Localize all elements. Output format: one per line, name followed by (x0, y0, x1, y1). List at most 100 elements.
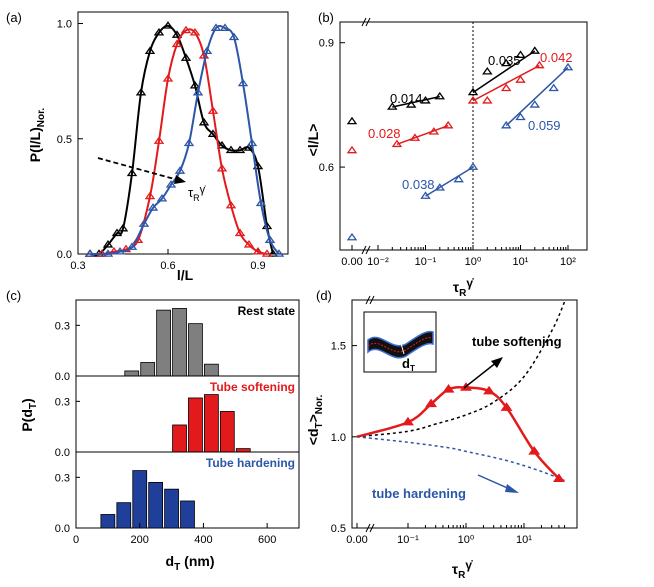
panel-a-point-black (162, 21, 174, 29)
panel-b-point-black (515, 50, 526, 58)
panel-c-bar (188, 323, 203, 377)
panel-a-point-blue (138, 219, 150, 227)
panel-b-xtick-label: 0.00 (341, 256, 362, 268)
panel-a-point-red (171, 39, 183, 48)
panel-b-point-blue (548, 83, 559, 92)
panel-b-axis-break (365, 245, 371, 255)
panel-d-axis-break (365, 523, 371, 533)
panel-d-red-point (442, 383, 455, 393)
panel-a-point-black (267, 249, 279, 257)
panel-a-point-red (144, 191, 156, 200)
panel-c-bar (140, 362, 156, 377)
panel-d-xlabel: τRγ̇ (452, 558, 473, 581)
panel-a-point-blue (165, 180, 177, 188)
panel-b-label: (b) (318, 10, 334, 25)
panel-a-point-black (111, 228, 123, 237)
panel-a-point-red (153, 136, 165, 144)
panel-d-ylabel: <dT>Nor. (305, 395, 325, 446)
panel-c-ytick-label: 0.3 (55, 320, 70, 332)
panel-d-frame (351, 299, 578, 529)
tube-softening-annotation: tube softening (472, 334, 562, 349)
panel-b-point-black (387, 102, 398, 110)
panel-a-point-black (117, 223, 129, 232)
panel-b-point-black (467, 87, 479, 96)
panel-b-ytick-label: 0.6 (319, 162, 334, 174)
panel-a-ticks: 0.3 0.6 0.9 0.0 0.5 1.0 (57, 19, 266, 272)
panel-d-axis-break (369, 295, 375, 305)
panel-b-point-blue (500, 120, 512, 129)
panel-a-point-black (216, 140, 228, 149)
panel-c-xlabel: dT (nm) (166, 553, 215, 573)
panel-a-point-blue (201, 46, 213, 54)
panel-b-xtick-label: 10⁻¹ (415, 256, 437, 268)
panel-a-point-red (216, 163, 228, 172)
panel-b-slope-label-blue: 0.038 (402, 177, 435, 192)
panel-b-point-red (467, 96, 479, 104)
panel-c-bar (204, 394, 219, 453)
panel-a-point-blue (210, 23, 222, 31)
panel-d-hardening-curve (356, 436, 565, 482)
panel-c: (c) 0.0 0.3 Rest state 0.0 0.3 Tube softening… (6, 288, 300, 573)
panel-c-bar (235, 448, 251, 453)
panel-a-point-red (180, 25, 192, 34)
panel-b-point-blue (529, 100, 541, 108)
panel-d: (d) 0.00 10⁻¹ 10⁰ 10¹ 0.5 1.0 1.5 dT tube soft… (305, 288, 578, 581)
panel-c-bar (116, 502, 132, 529)
panel-a-point-red (207, 106, 219, 114)
panel-a-point-blue (114, 246, 126, 255)
panel-a-ytick-label: 0.5 (57, 134, 72, 146)
panel-c-bar (148, 481, 164, 529)
panel-c-bar (156, 309, 171, 377)
panel-a-ytick-label: 1.0 (57, 19, 72, 31)
panel-a-point-blue (237, 78, 249, 87)
panel-d-xtick-label: 0.00 (346, 534, 367, 546)
panel-b-point-red (515, 75, 526, 83)
panel-c-ylabel: P(dT) (19, 398, 39, 431)
panel-b-point-red (409, 133, 421, 141)
panel-c-ytick-label: 0.3 (55, 396, 70, 408)
panel-a-point-red (225, 200, 237, 209)
panel-c-bar (132, 470, 148, 529)
panel-c-xtick-label: 600 (258, 534, 276, 546)
panel-b-slope-label-blue: 0.059 (528, 118, 561, 133)
panel-b-point-black (434, 91, 446, 100)
panel-b-series: 0.014 0.035 0.028 0.042 0.038 0.059 (346, 46, 574, 241)
panel-c-bar (172, 308, 187, 377)
panel-a-point-black (171, 30, 183, 38)
panel-b-ytick-label: 0.9 (319, 38, 334, 50)
panel-b-point-red (442, 120, 454, 129)
panel-b-zero-point-blue (346, 232, 358, 241)
panel-d-series (356, 301, 566, 482)
inset-tube (367, 330, 434, 359)
panel-c-subplot-title: Tube softening (210, 380, 295, 394)
panel-a-ylabel: P(l/L)Nor. (27, 108, 47, 163)
panel-b-point-red (482, 96, 493, 104)
panel-a-point-black (189, 81, 201, 89)
panel-b-point-blue (515, 112, 526, 121)
panel-d-ytick-label: 1.0 (331, 432, 346, 444)
panel-d-axis-break (369, 523, 375, 533)
panel-b-slope-label-red: 0.028 (368, 126, 401, 141)
panel-b-axis-break (365, 17, 371, 27)
panel-a-point-blue (102, 249, 114, 257)
panel-a-point-blue (192, 87, 204, 96)
panel-d-xtick-label: 10⁻¹ (397, 534, 419, 546)
panel-a: (a) 0.3 0.6 0.9 0.0 0.5 1.0 τRγ̇ l/L P(l/L)No… (6, 10, 289, 283)
tube-hardening-annotation: tube hardening (372, 486, 466, 501)
panel-a-point-blue (84, 249, 96, 257)
panel-a-line-red (89, 28, 268, 256)
hardening-arrow (477, 474, 519, 493)
panel-b-xtick-label: 10⁰ (465, 256, 482, 268)
panel-b-fit-red (396, 124, 449, 145)
panel-a-xtick-label: 0.9 (250, 260, 265, 272)
panel-b-fit-black (392, 95, 440, 108)
panel-b-point-red (534, 60, 545, 69)
panel-a-point-red (189, 28, 201, 36)
panel-c-bar (100, 514, 116, 529)
panel-d-axis-break (365, 295, 371, 305)
panel-b-xtick-label: 10¹ (513, 256, 529, 268)
panel-a-point-red (252, 246, 264, 255)
panel-a-point-blue (264, 235, 276, 243)
